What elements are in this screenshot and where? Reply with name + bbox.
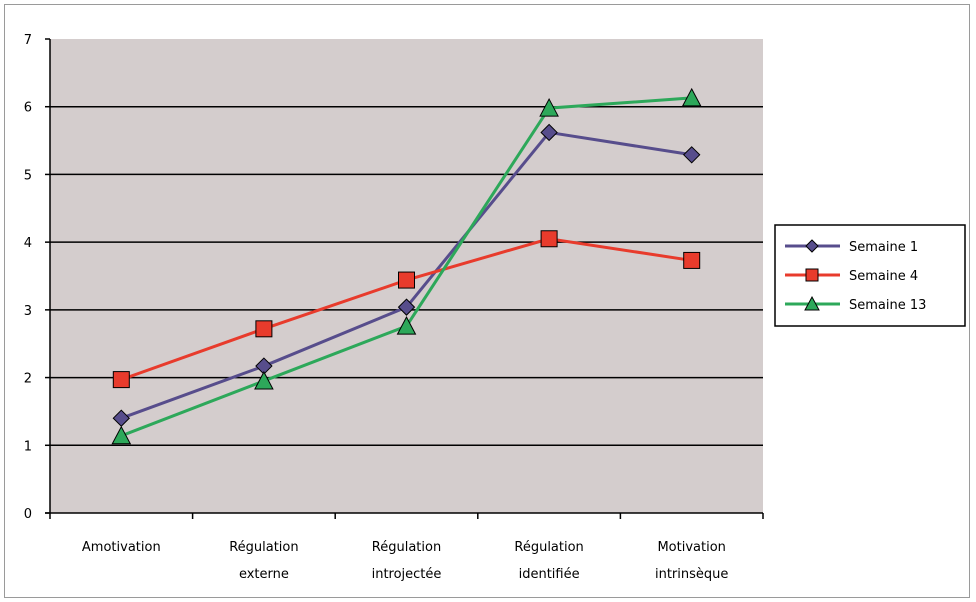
legend: Semaine 1 Semaine 4 Semaine 13 xyxy=(774,224,966,327)
y-tick-label: 2 xyxy=(24,372,32,387)
y-tick-label: 7 xyxy=(24,33,32,48)
legend-marker xyxy=(805,239,819,253)
series-1 xyxy=(112,123,701,427)
axes: 0 1 2 3 4 5 6 7 Amotivation Régulation externe Régu… xyxy=(24,33,764,582)
x-category-label: Régulation introjectée xyxy=(372,540,442,582)
data-point xyxy=(396,316,417,335)
data-point xyxy=(683,251,701,269)
data-point xyxy=(111,425,132,445)
legend-marker xyxy=(804,295,820,311)
legend-label: Semaine 1 xyxy=(849,240,918,255)
y-tick-label: 3 xyxy=(24,304,32,319)
series-3 xyxy=(111,87,702,445)
y-tick-label: 6 xyxy=(24,101,32,116)
data-point xyxy=(397,298,416,316)
x-category-label: Régulation externe xyxy=(229,540,298,582)
legend-item: Semaine 13 xyxy=(785,295,926,313)
legend-label: Semaine 4 xyxy=(849,269,918,284)
series-2 xyxy=(112,230,701,389)
data-point xyxy=(539,97,559,117)
y-tick-label: 5 xyxy=(24,168,32,183)
series-layer xyxy=(111,87,702,445)
y-tick-label: 0 xyxy=(24,507,32,522)
y-tick-label: 1 xyxy=(24,439,32,454)
data-point xyxy=(398,271,415,289)
data-point xyxy=(255,320,273,338)
legend-label: Semaine 13 xyxy=(849,298,926,313)
legend-item: Semaine 4 xyxy=(785,268,918,284)
data-point xyxy=(681,87,702,107)
y-tick-label: 4 xyxy=(24,236,32,251)
data-point xyxy=(540,123,558,142)
x-category-label: Motivation intrinsèque xyxy=(655,540,728,582)
data-point xyxy=(682,146,701,164)
x-category-label: Régulation identifiée xyxy=(514,540,583,582)
data-point xyxy=(254,370,274,390)
x-category-label: Amotivation xyxy=(82,540,161,555)
legend-item: Semaine 1 xyxy=(785,239,918,255)
legend-marker xyxy=(805,268,819,282)
data-point xyxy=(540,230,558,248)
data-point xyxy=(112,371,130,389)
